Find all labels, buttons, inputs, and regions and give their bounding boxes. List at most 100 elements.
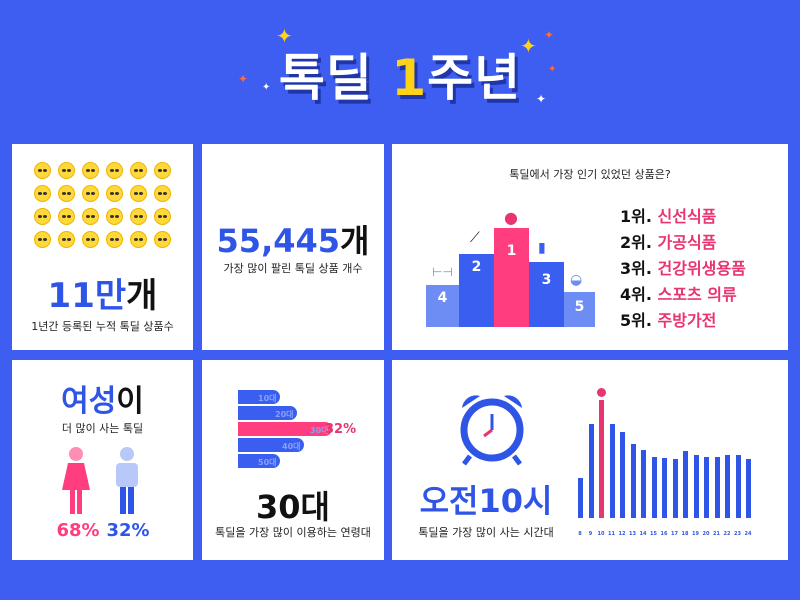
age-bar-label: 40대 xyxy=(282,442,301,451)
product-smile-icon xyxy=(58,231,75,248)
sparkle-icon: ✦ xyxy=(544,28,555,42)
rank-number: 1위. xyxy=(620,207,652,226)
sparkle-icon: ✦ xyxy=(520,34,537,58)
time-headline: 오전10시 xyxy=(419,482,553,520)
female-figure-icon xyxy=(62,447,90,514)
product-smile-icon xyxy=(58,185,75,202)
age-bar-label: 10대 xyxy=(258,394,277,403)
rank-category: 가공식품 xyxy=(657,233,717,252)
hour-tick-label: 13 xyxy=(629,531,636,537)
age-highlight-percent: 32% xyxy=(325,422,357,437)
hour-tick-label: 16 xyxy=(660,531,668,537)
product-smile-icon xyxy=(34,185,51,202)
rank-number: 2위. xyxy=(620,233,652,252)
hour-tick-label: 18 xyxy=(681,531,689,537)
product-smile-icon xyxy=(82,231,99,248)
sparkle-icon: ✦ xyxy=(238,72,249,86)
alarm-clock-icon xyxy=(460,395,524,466)
rank-item: 1위. 신선식품 xyxy=(620,203,716,227)
product-smile-icon xyxy=(106,162,123,179)
product-smile-icon xyxy=(82,208,99,225)
sold-card xyxy=(202,144,384,350)
hour-bar xyxy=(651,457,657,518)
rank-number: 5위. xyxy=(620,311,652,330)
hour-tick-label: 9 xyxy=(588,531,593,537)
rank-item: 2위. 가공식품 xyxy=(620,229,716,253)
hour-tick-label: 22 xyxy=(723,531,731,537)
pot-icon: ◒ xyxy=(570,272,583,288)
hour-bar xyxy=(630,444,636,518)
rank-item: 4위. 스포츠 의류 xyxy=(620,281,737,305)
podium-step-5: 5 xyxy=(564,292,595,327)
hour-tick-label: 17 xyxy=(671,531,678,537)
highlight-pin-icon xyxy=(597,388,606,397)
page-title: 톡딜 1주년 xyxy=(0,38,800,110)
popular-question: 톡딜에서 가장 인기 있었던 상품은? xyxy=(509,168,671,181)
title-rest: 주년 xyxy=(427,49,522,107)
hour-bar xyxy=(609,424,615,518)
product-smile-icon xyxy=(82,185,99,202)
age-bar xyxy=(238,422,332,436)
hour-tick-label: 24 xyxy=(744,531,752,537)
hour-tick-label: 20 xyxy=(702,531,710,537)
sausage-icon: ⟋ xyxy=(470,230,480,246)
age-bar xyxy=(238,390,280,404)
product-smile-icon xyxy=(106,208,123,225)
hour-bar xyxy=(672,459,678,518)
age-bar-label: 50대 xyxy=(258,458,277,467)
age-bar xyxy=(238,438,304,452)
age-card xyxy=(202,360,384,560)
age-bar xyxy=(238,454,280,468)
title-highlight: 1 xyxy=(391,49,428,107)
product-smile-icon xyxy=(106,231,123,248)
hour-tick-label: 15 xyxy=(650,531,657,537)
sold-count: 55,445개 xyxy=(216,222,370,260)
apple-icon: ● xyxy=(504,208,518,227)
male-percent: 32% xyxy=(106,520,150,541)
podium-step-4: 4 xyxy=(426,285,459,327)
podium-step-3: 3 xyxy=(529,262,564,327)
sparkle-icon: ✦ xyxy=(536,92,547,106)
hour-tick-label: 19 xyxy=(692,531,699,537)
product-smile-icon xyxy=(106,185,123,202)
hour-bar xyxy=(683,451,688,518)
age-bar xyxy=(238,406,297,420)
tissue-icon: ▮ xyxy=(538,240,546,256)
product-smile-icon xyxy=(154,162,171,179)
age-bar-label: 30대 xyxy=(310,426,329,435)
products-count: 11만개 xyxy=(47,276,158,316)
gender-desc: 더 많이 사는 톡딜 xyxy=(61,422,144,435)
rank-number: 4위. xyxy=(620,285,652,304)
age-bar-label: 20대 xyxy=(275,410,294,419)
hour-bar xyxy=(693,455,699,518)
rank-category: 스포츠 의류 xyxy=(657,285,737,304)
hour-tick-label: 12 xyxy=(618,531,626,537)
podium-step-2: 2 xyxy=(459,254,494,327)
product-smile-icon xyxy=(154,185,171,202)
product-smile-icon xyxy=(34,208,51,225)
product-smile-icon xyxy=(154,208,171,225)
hour-tick-label: 23 xyxy=(734,531,741,537)
hour-bar xyxy=(704,457,709,518)
hour-bar xyxy=(578,478,583,518)
age-desc: 톡딜을 가장 많이 이용하는 연령대 xyxy=(215,526,371,539)
title-main: 톡딜 xyxy=(278,49,392,107)
hour-tick-label: 21 xyxy=(713,531,720,537)
rank-category: 건강위생용품 xyxy=(657,259,746,278)
hour-tick-label: 10 xyxy=(597,531,605,537)
hour-tick-label: 11 xyxy=(608,531,615,537)
rank-number: 3위. xyxy=(620,259,652,278)
hour-tick-label: 14 xyxy=(639,531,647,537)
hour-bar xyxy=(735,455,741,518)
hour-bar xyxy=(714,457,720,518)
male-figure-icon xyxy=(116,447,138,514)
sparkle-icon: ✦ xyxy=(276,24,293,48)
rank-item: 3위. 건강위생용품 xyxy=(620,255,746,279)
age-headline: 30대 xyxy=(256,488,330,526)
hour-bar xyxy=(588,424,594,518)
female-percent: 68% xyxy=(56,520,100,541)
hour-tick-label: 8 xyxy=(578,531,582,537)
rank-category: 신선식품 xyxy=(657,207,717,226)
hour-bar xyxy=(620,432,625,518)
hour-bar xyxy=(662,458,667,518)
